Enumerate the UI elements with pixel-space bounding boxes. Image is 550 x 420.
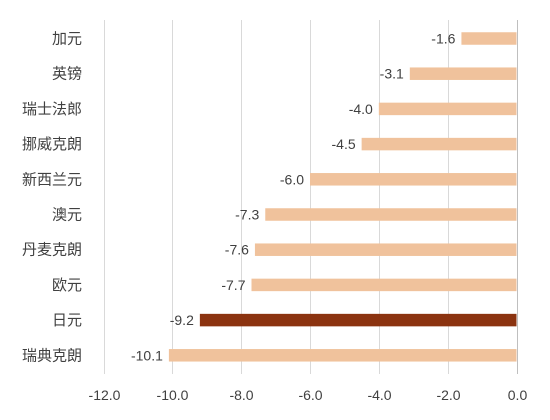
data-label: -9.2	[170, 312, 194, 328]
bar	[251, 278, 517, 292]
data-label: -7.7	[221, 277, 245, 293]
category-label: 瑞典克朗	[22, 346, 82, 364]
x-tick-labels: -12.0 -10.0 -8.0 -6.0 -4.0 -2.0 0.0	[89, 387, 528, 403]
bar	[310, 173, 517, 186]
x-tick-label: -12.0	[89, 387, 121, 403]
category-label: 新西兰元	[22, 170, 82, 188]
category-label: 丹麦克朗	[22, 241, 82, 259]
data-label: -4.5	[332, 136, 356, 152]
data-label: -10.1	[131, 347, 163, 363]
bar	[254, 243, 517, 256]
bars	[168, 32, 517, 362]
bar	[461, 32, 517, 45]
category-label: 加元	[52, 30, 82, 48]
value-labels: -1.6 -3.1 -4.0 -4.5 -6.0 -7.3 -7.6 -7.7 -9.2 -10.…	[131, 31, 456, 364]
data-label: -3.1	[380, 66, 404, 82]
x-tick-label: -6.0	[298, 387, 322, 403]
x-tick-label: -8.0	[229, 387, 253, 403]
category-label: 欧元	[52, 276, 82, 294]
category-label: 日元	[52, 311, 82, 329]
x-tick-label: -4.0	[367, 387, 391, 403]
category-label: 英镑	[52, 65, 82, 83]
bar	[361, 137, 517, 151]
x-tick-label: 0.0	[508, 387, 528, 403]
bar	[409, 67, 517, 80]
category-label: 澳元	[52, 206, 82, 224]
category-label: 挪威克朗	[22, 135, 82, 153]
bar	[378, 102, 517, 116]
data-label: -1.6	[431, 31, 455, 47]
bar	[265, 208, 517, 221]
data-label: -4.0	[349, 101, 373, 117]
x-tick-label: -2.0	[436, 387, 460, 403]
x-tick-label: -10.0	[157, 387, 189, 403]
bar	[168, 349, 517, 362]
bar-highlight	[199, 313, 517, 327]
data-label: -7.6	[225, 242, 249, 258]
data-label: -7.3	[235, 207, 259, 223]
data-label: -6.0	[280, 171, 304, 187]
category-label: 瑞士法郎	[22, 100, 82, 118]
